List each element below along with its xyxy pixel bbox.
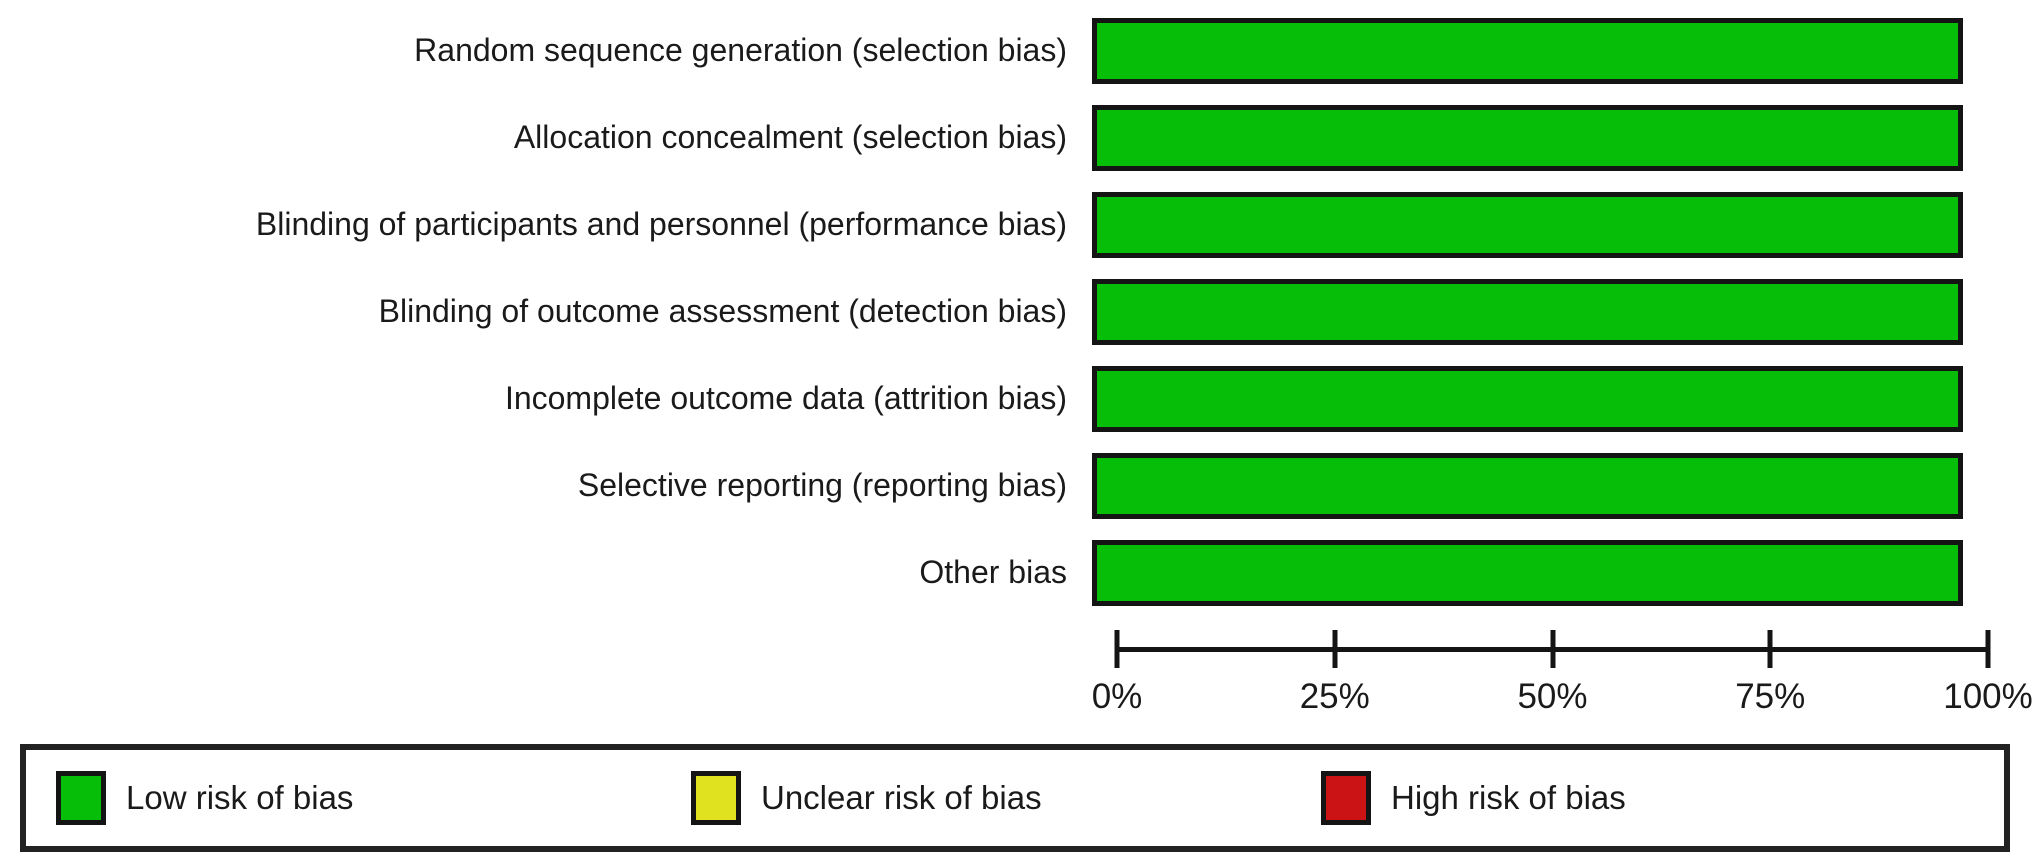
category-label: Selective reporting (reporting bias) xyxy=(577,467,1067,504)
legend-swatch xyxy=(56,771,106,825)
chart-row: Other bias xyxy=(0,540,2032,606)
bar-segment xyxy=(1092,540,1963,606)
category-label: Blinding of participants and personnel (… xyxy=(255,206,1067,243)
x-axis-tick-label: 25% xyxy=(1299,677,1370,716)
category-label: Allocation concealment (selection bias) xyxy=(513,119,1067,156)
bar-track xyxy=(1092,366,1963,432)
x-axis-tick xyxy=(1767,630,1773,668)
legend-item-label: Low risk of bias xyxy=(126,779,354,816)
legend-swatch xyxy=(1321,771,1371,825)
x-axis xyxy=(1114,627,1991,671)
legend-item: Unclear risk of bias xyxy=(691,750,1042,846)
category-label: Blinding of outcome assessment (detectio… xyxy=(378,293,1067,330)
x-axis-tick-label: 0% xyxy=(1091,677,1143,716)
legend-item-label: Unclear risk of bias xyxy=(761,779,1042,816)
x-axis-tick xyxy=(1985,630,1991,668)
legend-item-label: High risk of bias xyxy=(1391,779,1626,816)
bar-segment xyxy=(1092,18,1963,84)
legend-item: Low risk of bias xyxy=(56,750,353,846)
bar-segment xyxy=(1092,453,1963,519)
category-label: Other bias xyxy=(919,554,1067,591)
x-axis-tick xyxy=(1114,630,1120,668)
chart-row: Random sequence generation (selection bi… xyxy=(0,18,2032,84)
bar-track xyxy=(1092,18,1963,84)
legend: Low risk of bias Unclear risk of bias Hi… xyxy=(20,744,2010,852)
bar-track xyxy=(1092,105,1963,171)
bar-track xyxy=(1092,192,1963,258)
category-label: Incomplete outcome data (attrition bias) xyxy=(504,380,1067,417)
x-axis-tick-label: 50% xyxy=(1517,677,1588,716)
bar-track xyxy=(1092,279,1963,345)
x-axis-tick-labels: 0% 25% 50% 75% 100% xyxy=(1092,677,2032,723)
legend-item: High risk of bias xyxy=(1321,750,1626,846)
chart-row: Blinding of outcome assessment (detectio… xyxy=(0,279,2032,345)
chart-rows: Random sequence generation (selection bi… xyxy=(0,18,2032,606)
chart-row: Allocation concealment (selection bias) xyxy=(0,105,2032,171)
category-label: Random sequence generation (selection bi… xyxy=(414,32,1067,69)
bar-track xyxy=(1092,540,1963,606)
bar-track xyxy=(1092,453,1963,519)
legend-swatch xyxy=(691,771,741,825)
x-axis-tick-label: 100% xyxy=(1943,677,2032,716)
x-axis-tick xyxy=(1332,630,1338,668)
bar-segment xyxy=(1092,279,1963,345)
x-axis-tick xyxy=(1550,630,1555,668)
chart-row: Blinding of participants and personnel (… xyxy=(0,192,2032,258)
x-axis-tick-label: 75% xyxy=(1735,677,1806,716)
bar-segment xyxy=(1092,192,1963,258)
bar-segment xyxy=(1092,105,1963,171)
chart-row: Selective reporting (reporting bias) xyxy=(0,453,2032,519)
chart-row: Incomplete outcome data (attrition bias) xyxy=(0,366,2032,432)
bar-segment xyxy=(1092,366,1963,432)
